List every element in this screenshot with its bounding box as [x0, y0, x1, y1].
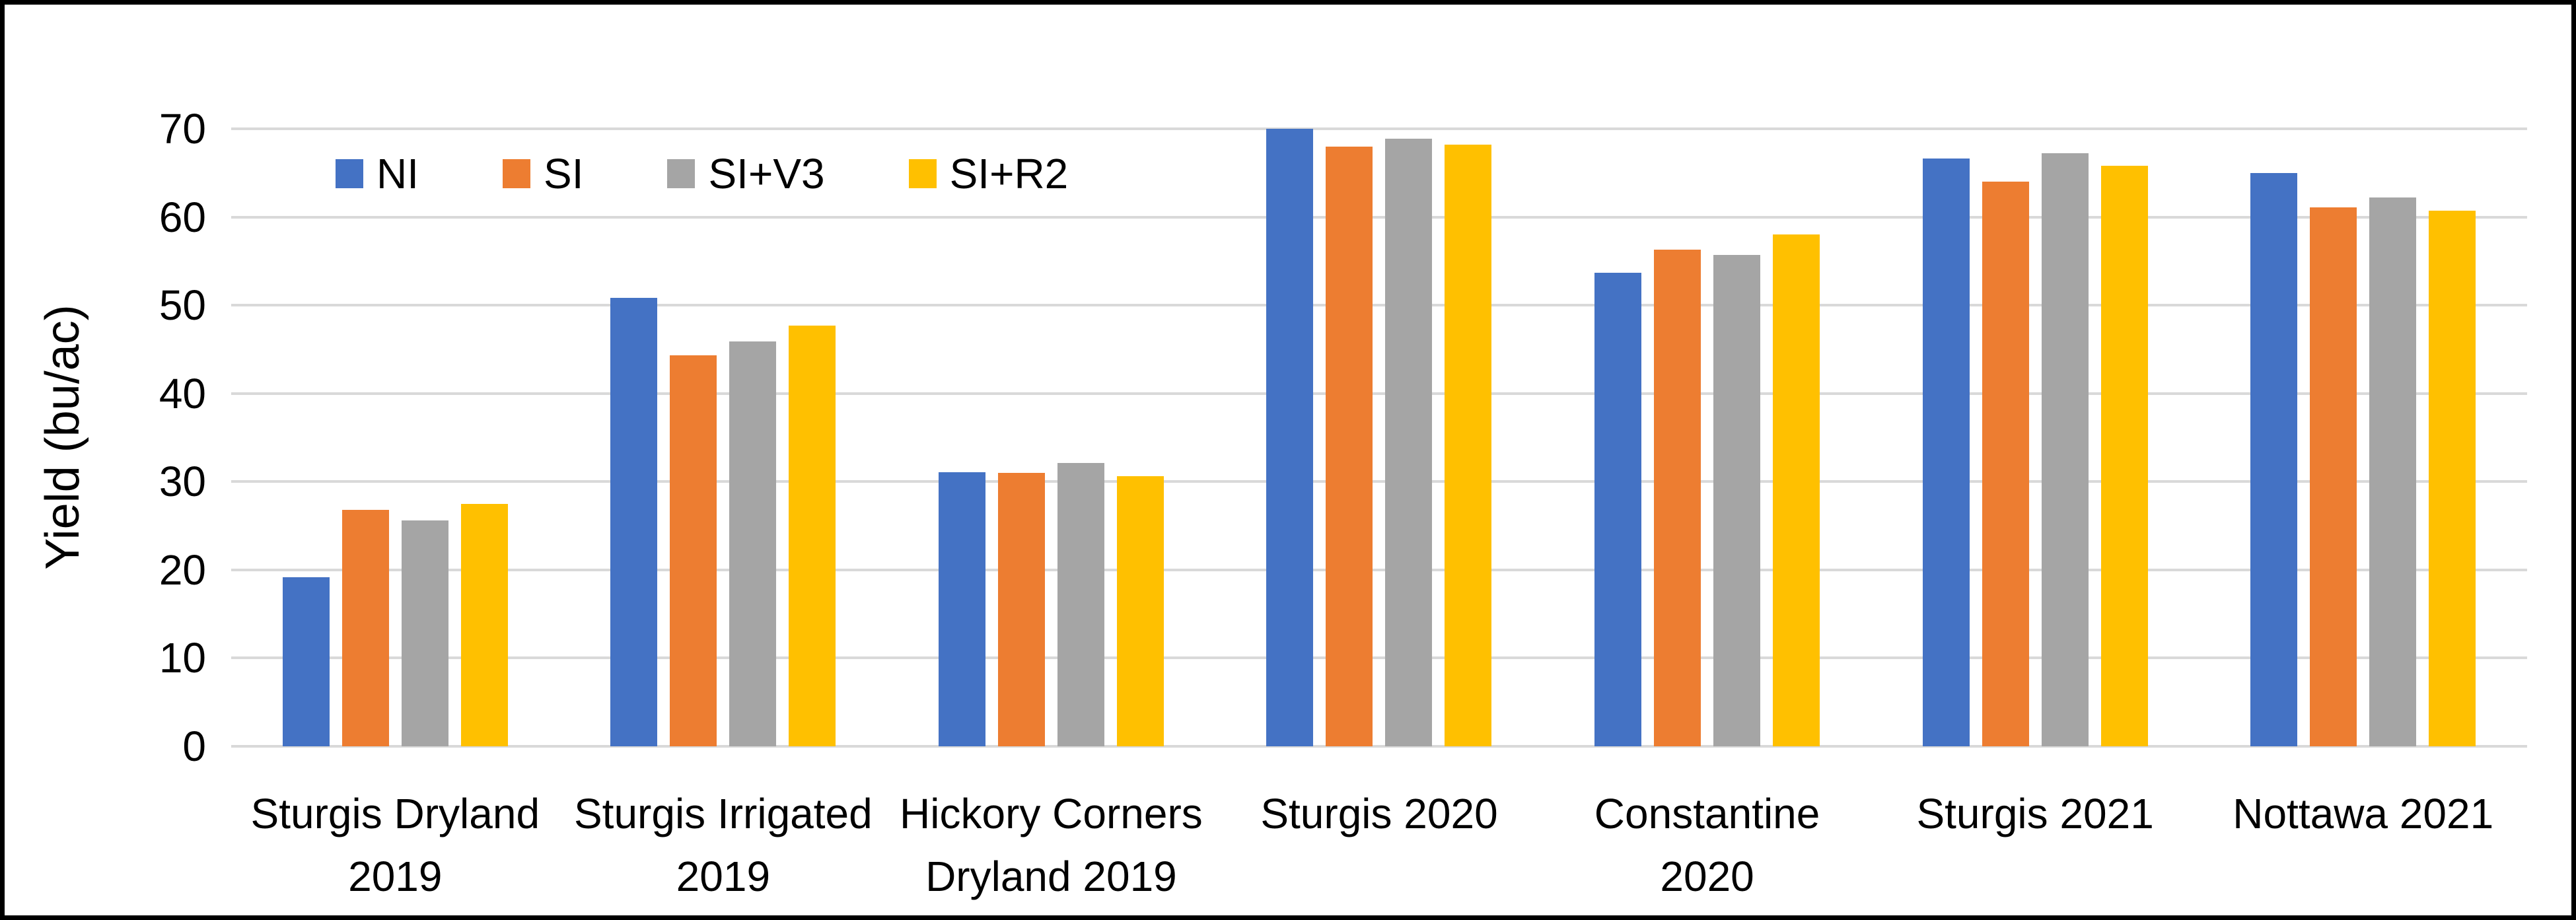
legend-item-SI: SI: [503, 151, 583, 197]
x-category-label-5: Constantine 2020: [1503, 783, 1911, 908]
bar-NI: [2250, 172, 2298, 746]
bar-SI: [1982, 182, 2029, 746]
gridline-y40: [231, 392, 2527, 395]
bar-SI+R2: [460, 503, 508, 746]
bar-SI+V3: [1057, 463, 1104, 746]
gridline-y60: [231, 215, 2527, 219]
bar-SI+V3: [729, 341, 777, 746]
legend-swatch-SI: [503, 159, 530, 188]
gridline-y30: [231, 480, 2527, 483]
y-tick-label-20: 20: [159, 546, 206, 594]
bar-group-6: [1871, 129, 2200, 746]
bar-SI+V3: [2369, 197, 2417, 746]
bar-group-3: [887, 129, 1215, 746]
gridline-y10: [231, 656, 2527, 660]
bar-SI+R2: [2100, 166, 2148, 746]
legend-label-SI+R2: SI+R2: [949, 150, 1069, 197]
x-category-label-line: 2019: [676, 853, 771, 900]
bar-group-7: [2199, 129, 2527, 746]
bar-SI+V3: [1713, 255, 1761, 746]
x-category-label-2: Sturgis Irrigated 2019: [520, 783, 927, 908]
x-category-label-line: Nottawa 2021: [2233, 790, 2494, 837]
x-category-label-line: Sturgis Dryland: [250, 790, 540, 837]
legend: NI SI SI+V3 SI+R2: [336, 151, 1068, 197]
x-category-label-3: Hickory Corners Dryland 2019: [847, 783, 1255, 908]
bar-SI+V3: [1385, 138, 1433, 746]
bar-SI: [341, 510, 389, 746]
bar-SI+V3: [401, 520, 448, 746]
x-category-label-line: Constantine: [1594, 790, 1820, 837]
x-category-label-line: 2020: [1660, 853, 1754, 900]
legend-item-SI+R2: SI+R2: [908, 150, 1069, 197]
y-tick-label-60: 60: [159, 193, 206, 241]
gridline-y20: [231, 568, 2527, 571]
y-tick-label-10: 10: [159, 634, 206, 682]
y-axis-title: Yield (bu/ac): [36, 304, 89, 570]
gridline-y50: [231, 304, 2527, 307]
legend-item-SI+V3: SI+V3: [667, 150, 825, 197]
legend-label-NI: NI: [376, 150, 419, 197]
x-category-label-line: Sturgis 2021: [1916, 790, 2154, 837]
bar-SI+R2: [1445, 145, 1492, 746]
bar-group-2: [559, 129, 888, 746]
bar-SI: [670, 355, 717, 746]
y-tick-label-0: 0: [182, 723, 206, 770]
legend-label-SI+V3: SI+V3: [708, 150, 825, 197]
y-tick-label-50: 50: [159, 281, 206, 330]
bar-SI: [997, 472, 1045, 746]
bar-NI: [282, 577, 330, 746]
legend-label-SI: SI: [544, 150, 584, 197]
bar-NI: [938, 472, 985, 746]
bar-group-1: [231, 129, 559, 746]
x-category-label-line: 2019: [348, 853, 443, 900]
bar-SI+R2: [2429, 211, 2476, 746]
bar-SI+V3: [2041, 153, 2089, 746]
x-category-label-line: Sturgis Irrigated: [573, 790, 873, 837]
bar-SI+R2: [1116, 476, 1164, 746]
y-tick-label-30: 30: [159, 458, 206, 506]
x-category-label-line: Hickory Corners: [900, 790, 1203, 837]
x-category-label-4: Sturgis 2020: [1176, 783, 1583, 845]
x-category-label-1: Sturgis Dryland 2019: [192, 783, 599, 908]
gridline-y0: [231, 745, 2527, 748]
bar-NI: [610, 298, 658, 746]
bar-group-5: [1543, 129, 1871, 746]
bar-NI: [1594, 272, 1642, 746]
bar-SI: [2310, 207, 2357, 746]
x-category-label-7: Nottawa 2021: [2159, 783, 2567, 845]
legend-item-NI: NI: [336, 151, 419, 197]
bar-group-4: [1215, 129, 1544, 746]
bar-NI: [1922, 159, 1970, 746]
bar-SI+R2: [1773, 234, 1820, 746]
bar-SI: [1654, 250, 1701, 746]
x-category-label-6: Sturgis 2021: [1832, 783, 2239, 845]
x-category-label-line: Dryland 2019: [925, 853, 1177, 900]
y-tick-label-40: 40: [159, 369, 206, 417]
legend-swatch-SI+V3: [667, 159, 696, 188]
y-tick-label-70: 70: [159, 105, 206, 153]
bar-NI: [1266, 129, 1314, 746]
bar-SI+R2: [789, 325, 836, 746]
gridline-y70: [231, 127, 2527, 130]
x-category-label-line: Sturgis 2020: [1260, 790, 1498, 837]
legend-swatch-SI+R2: [908, 159, 937, 188]
legend-swatch-NI: [336, 159, 363, 188]
bar-SI: [1326, 146, 1373, 746]
plot-area: [231, 127, 2527, 748]
